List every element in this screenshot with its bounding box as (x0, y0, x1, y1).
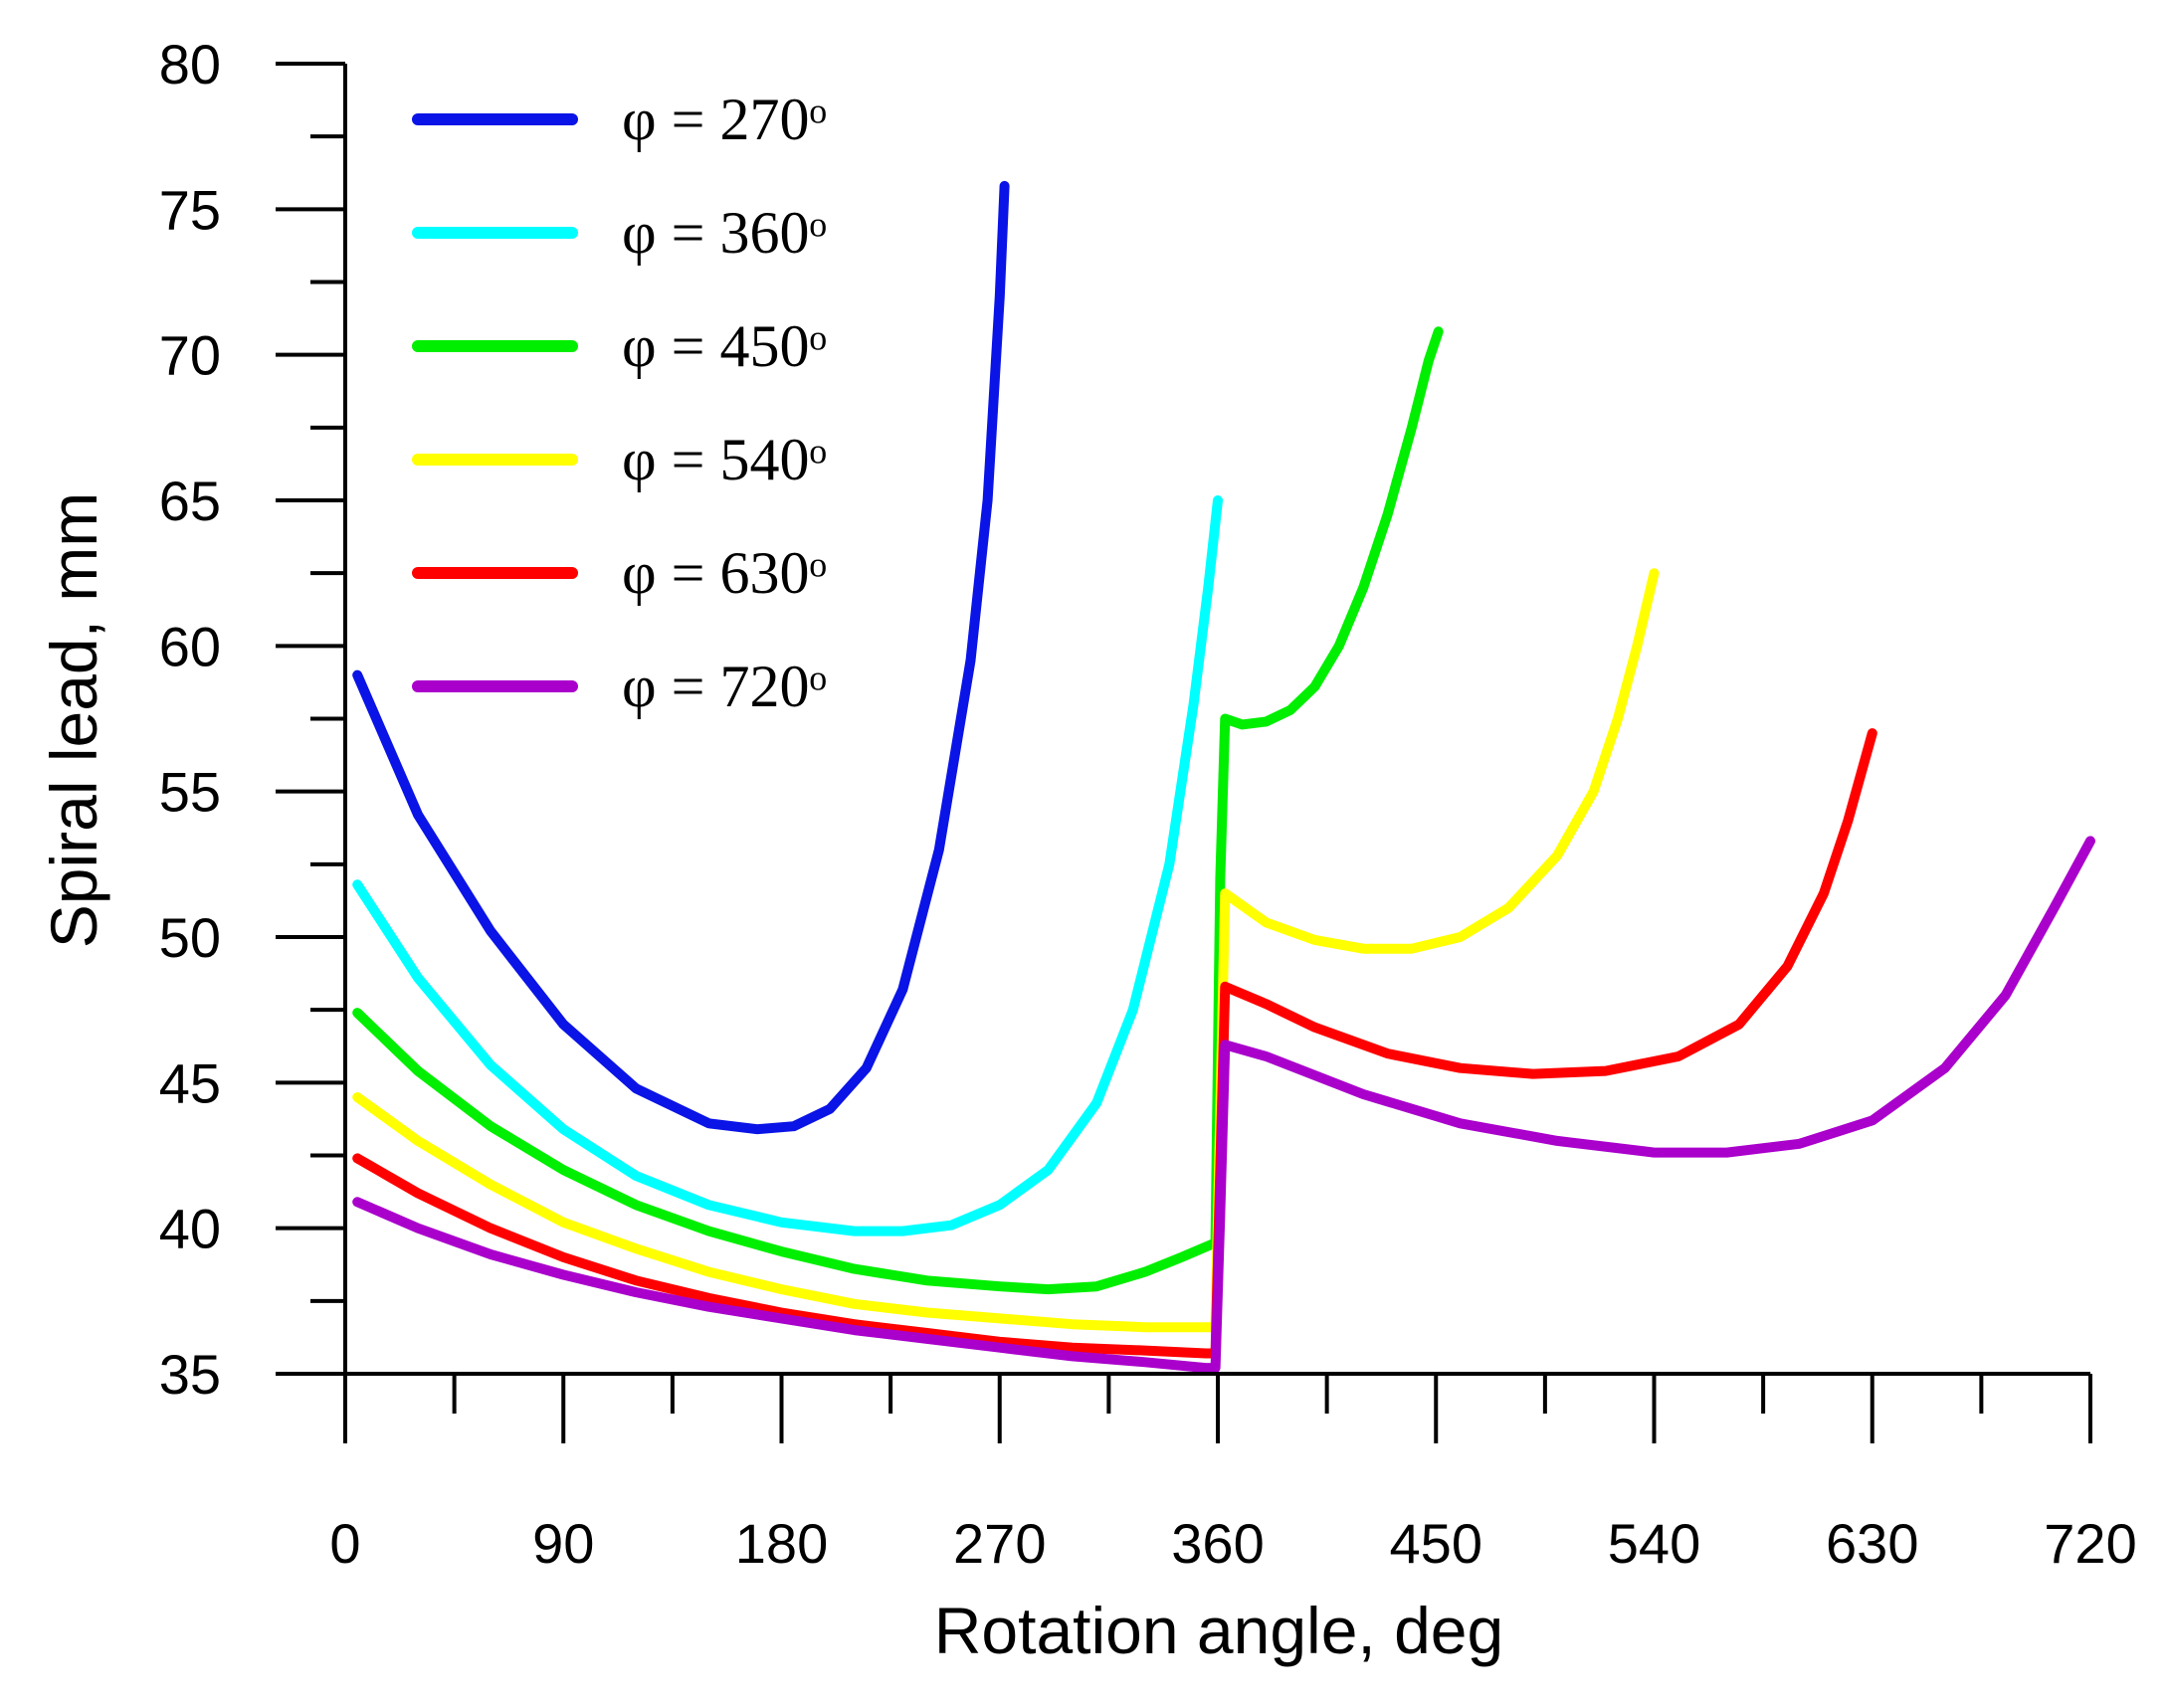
legend-label-4: φ = 630ᵒ (622, 540, 827, 606)
legend-label-2: φ = 450ᵒ (622, 313, 827, 379)
y-tick-label: 70 (159, 324, 221, 387)
x-tick-label: 90 (532, 1512, 594, 1575)
series-layer (352, 180, 2095, 1374)
y-tick-label: 50 (159, 906, 221, 969)
x-tick-label: 270 (953, 1512, 1046, 1575)
series-line-1 (352, 495, 1223, 1236)
y-tick-label: 60 (159, 615, 221, 677)
x-tick-label: 450 (1390, 1512, 1482, 1575)
y-tick-label: 65 (159, 470, 221, 532)
y-tick-label: 45 (159, 1051, 221, 1114)
series-line-2 (352, 326, 1444, 1295)
x-tick-label: 0 (329, 1512, 360, 1575)
x-tick-label: 720 (2044, 1512, 2136, 1575)
series-line-0 (352, 180, 1010, 1135)
x-tick-label: 630 (1826, 1512, 1918, 1575)
x-axis-title: Rotation angle, deg (934, 1594, 1503, 1667)
y-tick-label: 55 (159, 761, 221, 824)
x-tick-label: 540 (1608, 1512, 1700, 1575)
series-line-5 (352, 836, 2095, 1374)
x-tick-label: 360 (1171, 1512, 1264, 1575)
legend-label-5: φ = 720ᵒ (622, 654, 827, 719)
axes-layer: 35 40 45 50 55 60 65 70 75 80 0 90 180 270 360 450 540 63… (159, 33, 2137, 1575)
legend-label-1: φ = 360ᵒ (622, 200, 827, 266)
y-tick-label: 75 (159, 178, 221, 241)
y-axis-title: Spiral lead, mm (37, 492, 110, 949)
legend-label-3: φ = 540ᵒ (622, 427, 827, 492)
x-tick-label: 180 (735, 1512, 828, 1575)
y-tick-label: 35 (159, 1343, 221, 1406)
legend-label-0: φ = 270ᵒ (622, 87, 827, 152)
y-tick-label: 80 (159, 33, 221, 95)
y-tick-label: 40 (159, 1198, 221, 1260)
legend: φ = 270ᵒ φ = 360ᵒ φ = 450ᵒ φ = 540ᵒ φ = 630ᵒ… (412, 87, 827, 719)
